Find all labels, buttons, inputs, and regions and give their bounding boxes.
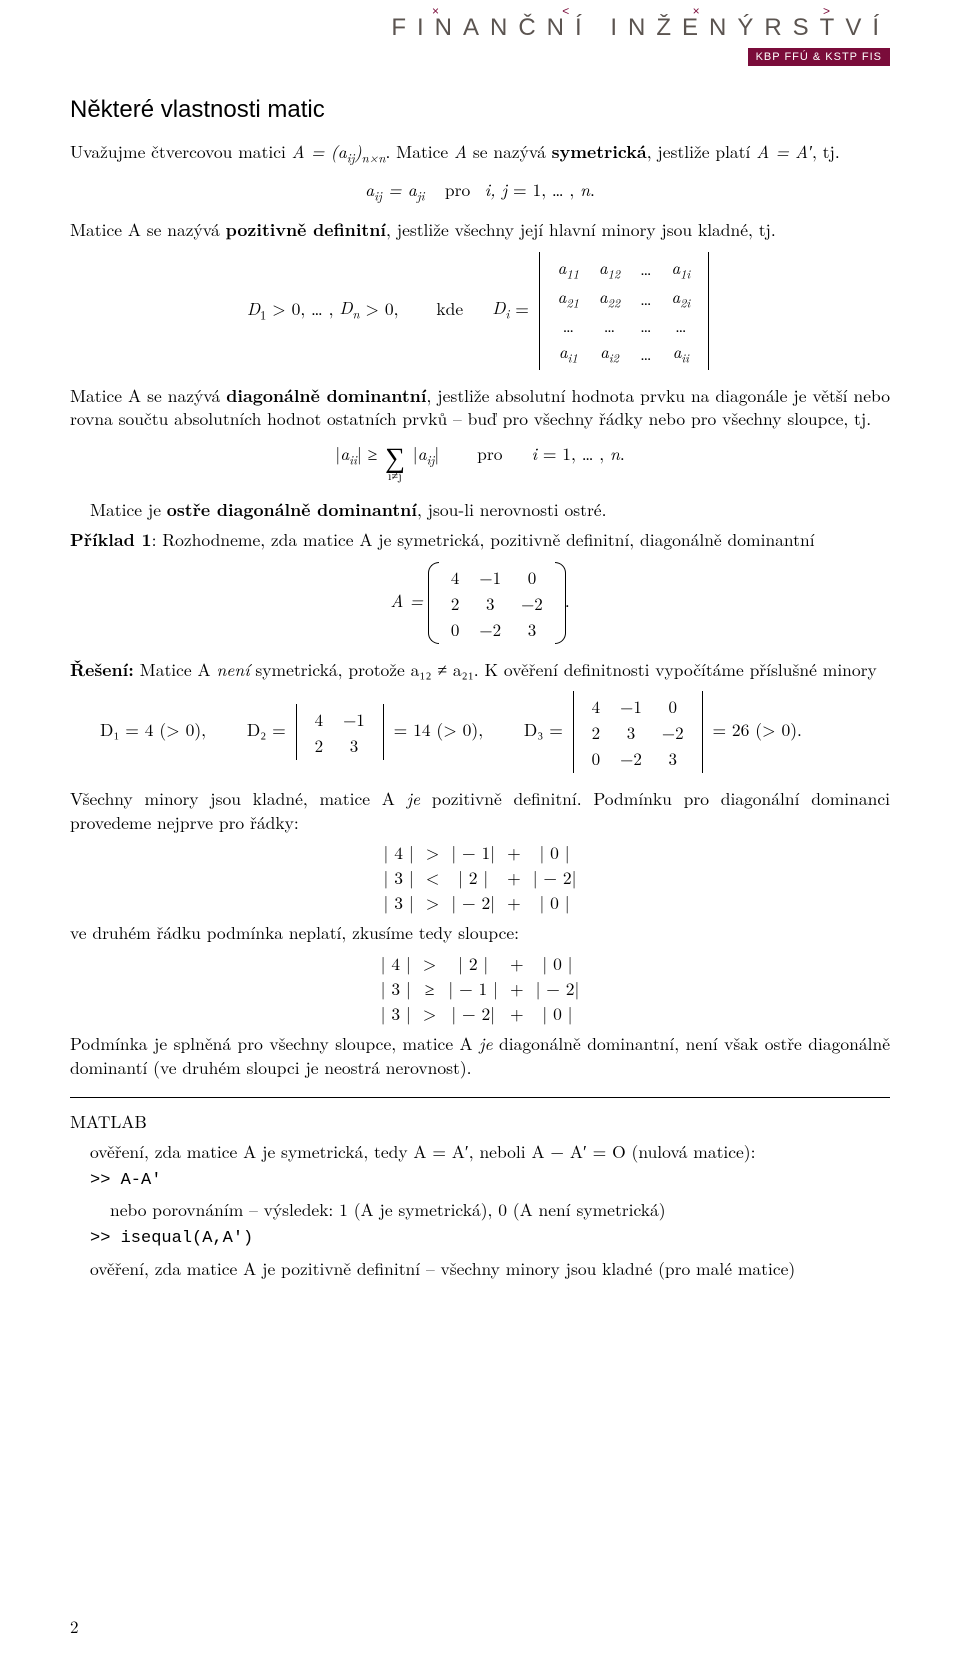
matrix-A: A = 4−1023−20−23 . xyxy=(70,562,890,644)
page-number: 2 xyxy=(70,1614,79,1638)
check-cell: > xyxy=(420,840,446,865)
check-cell: | 0 | xyxy=(527,890,583,915)
allpos-paragraph: Všechny minory jsou kladné, matice A je … xyxy=(70,787,890,834)
logo-wordmark: FINANČNÍ INŽENÝRSTVÍ xyxy=(70,14,890,42)
check-cell: | 2 | xyxy=(445,865,501,890)
je: je xyxy=(479,1031,492,1056)
minors-calc: D₁ = 4 (> 0), D₂ = 4−123 = 14 (> 0), D₃ … xyxy=(70,691,890,773)
A-prefix: A = xyxy=(390,587,423,612)
text: Matice A se nazývá xyxy=(70,383,226,408)
d2-pre: D₂ = xyxy=(247,717,286,742)
check-cell: > xyxy=(417,951,443,976)
d3-post: = 26 (> 0). xyxy=(712,717,801,742)
conclusion-paragraph: Podmínka je splněná pro všechny sloupce,… xyxy=(70,1032,890,1079)
divider xyxy=(70,1097,890,1098)
text: , tj. xyxy=(812,139,840,164)
check-cell: | − 2| xyxy=(445,890,501,915)
A-pmatrix: 4−1023−20−23 xyxy=(431,562,563,644)
diag-paragraph: Matice A se nazývá diagonálně dominantní… xyxy=(70,384,890,431)
strict-paragraph: Matice je ostře diagonálně dominantní, j… xyxy=(70,498,890,522)
term-symmetric: symetrická xyxy=(552,139,647,164)
matlab-heading: MATLAB xyxy=(70,1110,890,1134)
check-cell: + xyxy=(501,865,527,890)
check-cell: | 3 | xyxy=(378,865,420,890)
text: Podmínka je splněná pro všechny sloupce,… xyxy=(70,1031,479,1056)
check-cell: | 3 | xyxy=(375,1001,417,1026)
d2-post: = 14 (> 0), xyxy=(394,717,483,742)
check-cell: | − 1 | xyxy=(442,976,504,1001)
example-label: Příklad 1 xyxy=(70,527,152,552)
check-cell: + xyxy=(501,890,527,915)
equation-diagdom: |aii| ≥ ∑i≠j |aij| pro i = 1, … , n. xyxy=(70,441,890,484)
check-cell: + xyxy=(504,976,530,1001)
sum-symbol: ∑i≠j xyxy=(385,442,405,470)
d1: D₁ = 4 (> 0), xyxy=(100,717,206,742)
check-cell: + xyxy=(504,1001,530,1026)
check-cell: < xyxy=(420,865,446,890)
term-posdef: pozitivně definitní xyxy=(226,217,386,242)
check-cell: | 4 | xyxy=(378,840,420,865)
matlab-code-2: >> isequal(A,A') xyxy=(70,1228,890,1251)
text: Matice A xyxy=(134,657,217,682)
text: symetrická, protože a₁₂ ≠ a₂₁. K ověření… xyxy=(250,657,877,682)
rows-check: | 4 |>| − 1|+| 0 || 3 |<| 2 |+| − 2|| 3 … xyxy=(378,840,583,915)
term-diagdom: diagonálně dominantní xyxy=(226,383,426,408)
check-cell: | 0 | xyxy=(530,951,586,976)
check-cell: | − 2| xyxy=(527,865,583,890)
check-cell: | 3 | xyxy=(378,890,420,915)
check-cell: ≥ xyxy=(417,976,443,1001)
check-cell: | 2 | xyxy=(442,951,504,976)
check-cell: | 0 | xyxy=(527,840,583,865)
d2-matrix: 4−123 xyxy=(296,704,384,760)
section-heading: Některé vlastnosti matic xyxy=(70,96,890,124)
check-cell: + xyxy=(504,951,530,976)
example-1: Příklad 1: Rozhodneme, zda matice A je s… xyxy=(70,528,890,552)
check-cell: + xyxy=(501,840,527,865)
text: se nazývá xyxy=(467,139,552,164)
text: , jsou-li nerovnosti ostré. xyxy=(417,497,607,522)
term-strict: ostře diagonálně dominantní xyxy=(167,497,417,522)
check-cell: | 3 | xyxy=(375,976,417,1001)
det-table: a11a12…a1i a21a22…a2i ………… ai1ai2…aii xyxy=(548,254,701,368)
determinant-matrix: a11a12…a1i a21a22…a2i ………… ai1ai2…aii xyxy=(539,252,710,370)
cols-check: | 4 |>| 2 |+| 0 || 3 |≥| − 1 |+| − 2|| 3… xyxy=(375,951,586,1026)
matlab-p2: nebo porovnáním – výsledek: 1 (A je syme… xyxy=(70,1198,890,1222)
header-logo: × < × > FINANČNÍ INŽENÝRSTVÍ KBP FFÚ & K… xyxy=(70,4,890,66)
example-text: : Rozhodneme, zda matice A je symetrická… xyxy=(152,527,815,552)
text: Všechny minory jsou kladné, matice A xyxy=(70,786,407,811)
je: je xyxy=(407,786,420,811)
neni: není xyxy=(216,657,249,682)
check-cell: | − 2| xyxy=(442,1001,504,1026)
check-cell: | − 1| xyxy=(445,840,501,865)
text: Matice A se nazývá xyxy=(70,217,226,242)
text: . Matice xyxy=(385,139,454,164)
matlab-p1: ověření, zda matice A je symetrická, ted… xyxy=(70,1140,890,1164)
text: Uvažujme čtvercovou matici xyxy=(70,139,292,164)
text: , jestliže platí xyxy=(647,139,756,164)
equation-minors: D1 > 0, … , Dn > 0, kde Di = a11a12…a1i … xyxy=(70,252,890,370)
check-cell: > xyxy=(417,1001,443,1026)
d3-pre: D₃ = xyxy=(524,717,563,742)
check-cell: > xyxy=(420,890,446,915)
d3-matrix: 4−1023−20−23 xyxy=(573,691,703,773)
sum-lower-limit: i≠j xyxy=(388,470,402,482)
solution-paragraph: Řešení: Matice A není symetrická, protož… xyxy=(70,658,890,682)
matlab-code-1: >> A-A' xyxy=(70,1170,890,1193)
row-fail-paragraph: ve druhém řádku podmínka neplatí, zkusím… xyxy=(70,921,890,945)
solution-label: Řešení: xyxy=(70,657,134,682)
check-cell: | 0 | xyxy=(530,1001,586,1026)
intro-paragraph: Uvažujme čtvercovou matici A = (aij)n×n.… xyxy=(70,140,890,167)
check-cell: | 4 | xyxy=(375,951,417,976)
text: , jestliže všechny její hlavní minory js… xyxy=(386,217,776,242)
matlab-p3: ověření, zda matice A je pozitivně defin… xyxy=(70,1257,890,1281)
posdef-paragraph: Matice A se nazývá pozitivně definitní, … xyxy=(70,218,890,242)
page: × < × > FINANČNÍ INŽENÝRSTVÍ KBP FFÚ & K… xyxy=(0,0,960,1662)
check-cell: | − 2| xyxy=(530,976,586,1001)
logo-subtitle-bar: KBP FFÚ & KSTP FIS xyxy=(748,48,890,66)
equation-symmetric: aij = aji pro i, j = 1, … , n. xyxy=(70,177,890,205)
text: Matice je xyxy=(90,497,167,522)
